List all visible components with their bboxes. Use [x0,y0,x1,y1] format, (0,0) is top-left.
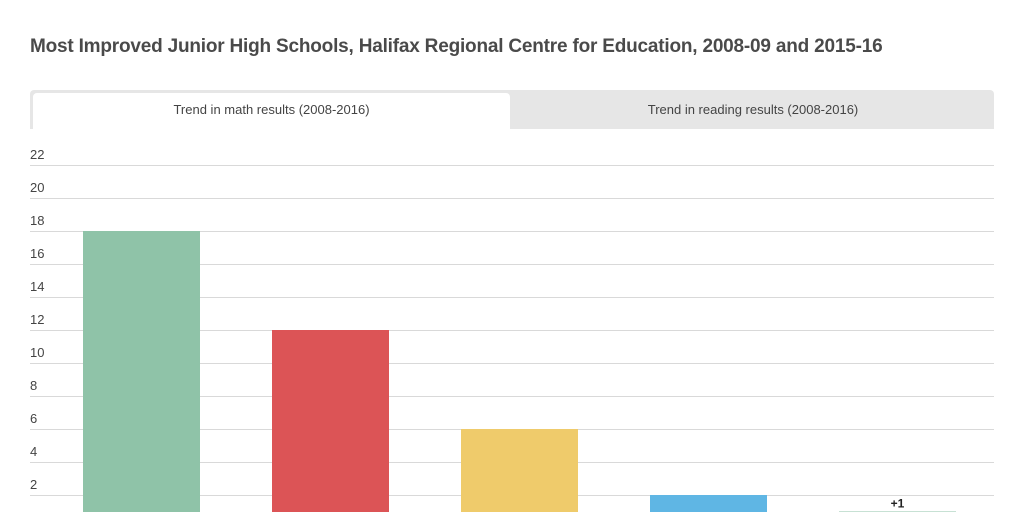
y-tick-label: 18 [30,213,44,228]
data-label: +1 [891,497,905,511]
y-tick-label: 20 [30,180,44,195]
y-tick-label: 4 [30,444,37,459]
y-tick-label: 16 [30,246,44,261]
tab-reading-results[interactable]: Trend in reading results (2008-2016) [647,102,859,117]
y-tick-label: 22 [30,147,44,162]
bar [272,330,389,512]
y-tick-label: 12 [30,312,44,327]
chart-title: Most Improved Junior High Schools, Halif… [30,36,883,57]
bar [83,231,200,512]
y-tick-label: 6 [30,411,37,426]
y-tick-label: 10 [30,345,44,360]
y-tick-label: 2 [30,477,37,492]
bar [461,429,578,512]
tab-math-results[interactable]: Trend in math results (2008-2016) [33,93,510,129]
y-tick-label: 8 [30,378,37,393]
bar [650,495,767,512]
y-tick-label: 14 [30,279,44,294]
tab-bar: Trend in math results (2008-2016) Trend … [30,90,994,129]
